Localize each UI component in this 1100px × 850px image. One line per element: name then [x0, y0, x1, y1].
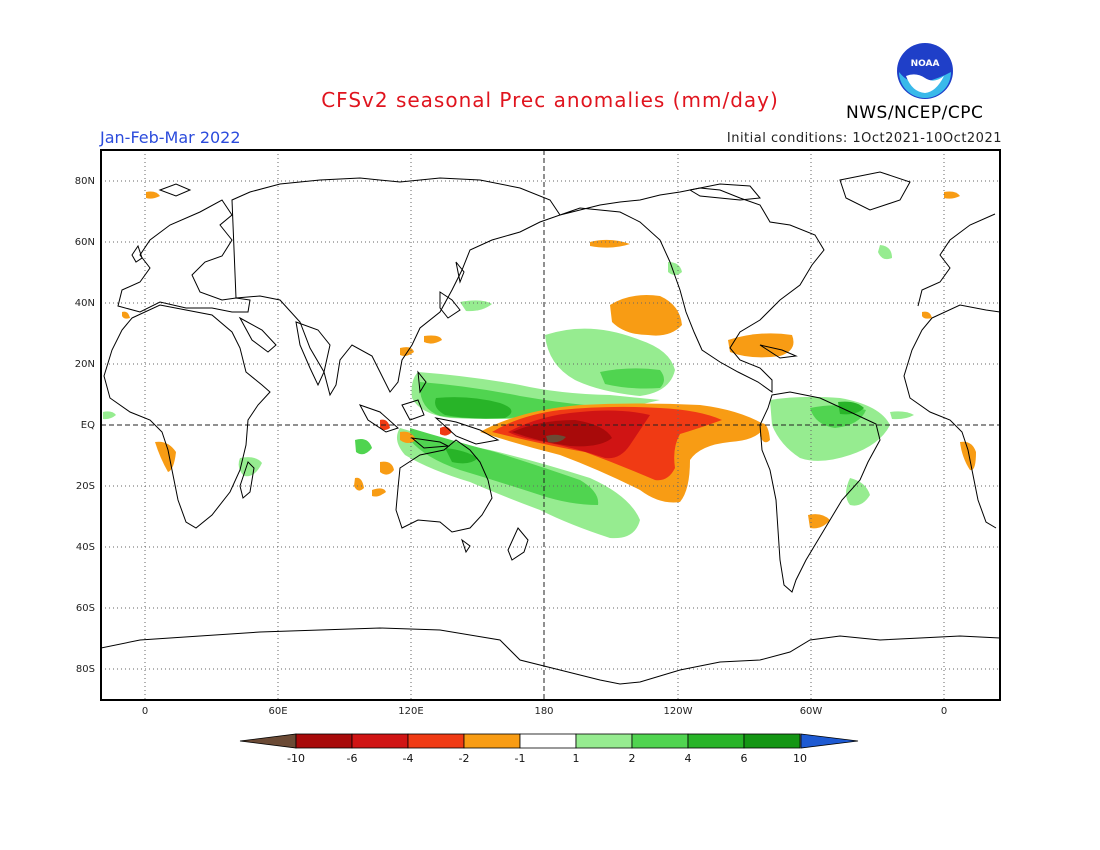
- lat-label: EQ: [81, 420, 95, 431]
- season-label: Jan-Feb-Mar 2022: [100, 128, 241, 147]
- colorbar-label: -4: [403, 752, 414, 765]
- colorbar-label: -2: [459, 752, 470, 765]
- colorbar-low-arrow: [239, 733, 297, 749]
- colorbar-label: -6: [347, 752, 358, 765]
- map-title: CFSv2 seasonal Prec anomalies (mm/day): [321, 88, 779, 112]
- lat-label: 20S: [76, 481, 95, 492]
- colorbar-label: 4: [685, 752, 692, 765]
- noaa-logo-text: NOAA: [911, 59, 940, 69]
- reference-lines: [101, 150, 1000, 700]
- dry-anomaly-south-brazil: [808, 514, 830, 529]
- colorbar-segment: [519, 733, 577, 749]
- lat-label: 60N: [75, 237, 95, 248]
- colorbar-segment: [351, 733, 409, 749]
- lon-label: 0: [142, 706, 148, 717]
- lon-label: 120W: [664, 706, 693, 717]
- coastline-south-america: [759, 391, 881, 593]
- noaa-logo-icon: NOAA: [897, 43, 953, 99]
- lat-label: 80S: [76, 664, 95, 675]
- colorbar: -10 -6 -4 -2 -1 1 2 4 6 10: [239, 733, 859, 765]
- organization-label: NWS/NCEP/CPC: [846, 103, 984, 123]
- lat-label: 40S: [76, 542, 95, 553]
- latitude-labels: 80N 60N 40N 20N EQ 20S 40S 60S 80S: [75, 176, 95, 675]
- wet-anomaly-east-asia: [460, 300, 492, 312]
- wet-anomaly-core-north: [435, 397, 512, 419]
- coastline-europe: [117, 199, 251, 313]
- wet-anomaly-south-atlantic: [846, 478, 870, 506]
- map-border: [100, 149, 1001, 701]
- coastline-africa: [103, 304, 271, 529]
- lat-label: 20N: [75, 359, 95, 370]
- colorbar-label: -1: [515, 752, 526, 765]
- coastline-australia: [395, 439, 493, 533]
- lat-label: 80N: [75, 176, 95, 187]
- colorbar-segment: [687, 733, 745, 749]
- colorbar-segment: [407, 733, 465, 749]
- colorbar-segment: [575, 733, 633, 749]
- lon-label: 60E: [268, 706, 287, 717]
- colorbar-label: 10: [793, 752, 807, 765]
- wet-anomaly-atlantic-eq: [890, 411, 914, 420]
- colorbar-segment: [743, 733, 801, 749]
- lat-label: 40N: [75, 298, 95, 309]
- colorbar-label: 1: [573, 752, 580, 765]
- colorbar-label: 6: [741, 752, 748, 765]
- colorbar-label: -10: [287, 752, 305, 765]
- lon-label: 60W: [800, 706, 823, 717]
- colorbar-segment: [631, 733, 689, 749]
- colorbar-segment: [295, 733, 353, 749]
- initial-conditions-label: Initial conditions: 1Oct2021-10Oct2021: [726, 131, 1002, 146]
- lon-label: 120E: [398, 706, 423, 717]
- colorbar-high-arrow: [800, 733, 859, 749]
- colorbar-label: 2: [629, 752, 636, 765]
- lat-label: 60S: [76, 603, 95, 614]
- lon-label: 0: [941, 706, 947, 717]
- coastline-asia: [231, 177, 561, 397]
- max-dry-anomaly: [546, 434, 566, 443]
- colorbar-segment: [463, 733, 521, 749]
- coastline-north-america: [559, 187, 825, 393]
- coastlines: [101, 171, 1000, 685]
- coastline-antarctica: [101, 627, 1000, 685]
- dry-anomaly-northeast-pacific: [610, 295, 682, 336]
- longitude-labels: 0 60E 120E 180 120W 60W 0: [142, 706, 947, 717]
- lon-label: 180: [534, 706, 553, 717]
